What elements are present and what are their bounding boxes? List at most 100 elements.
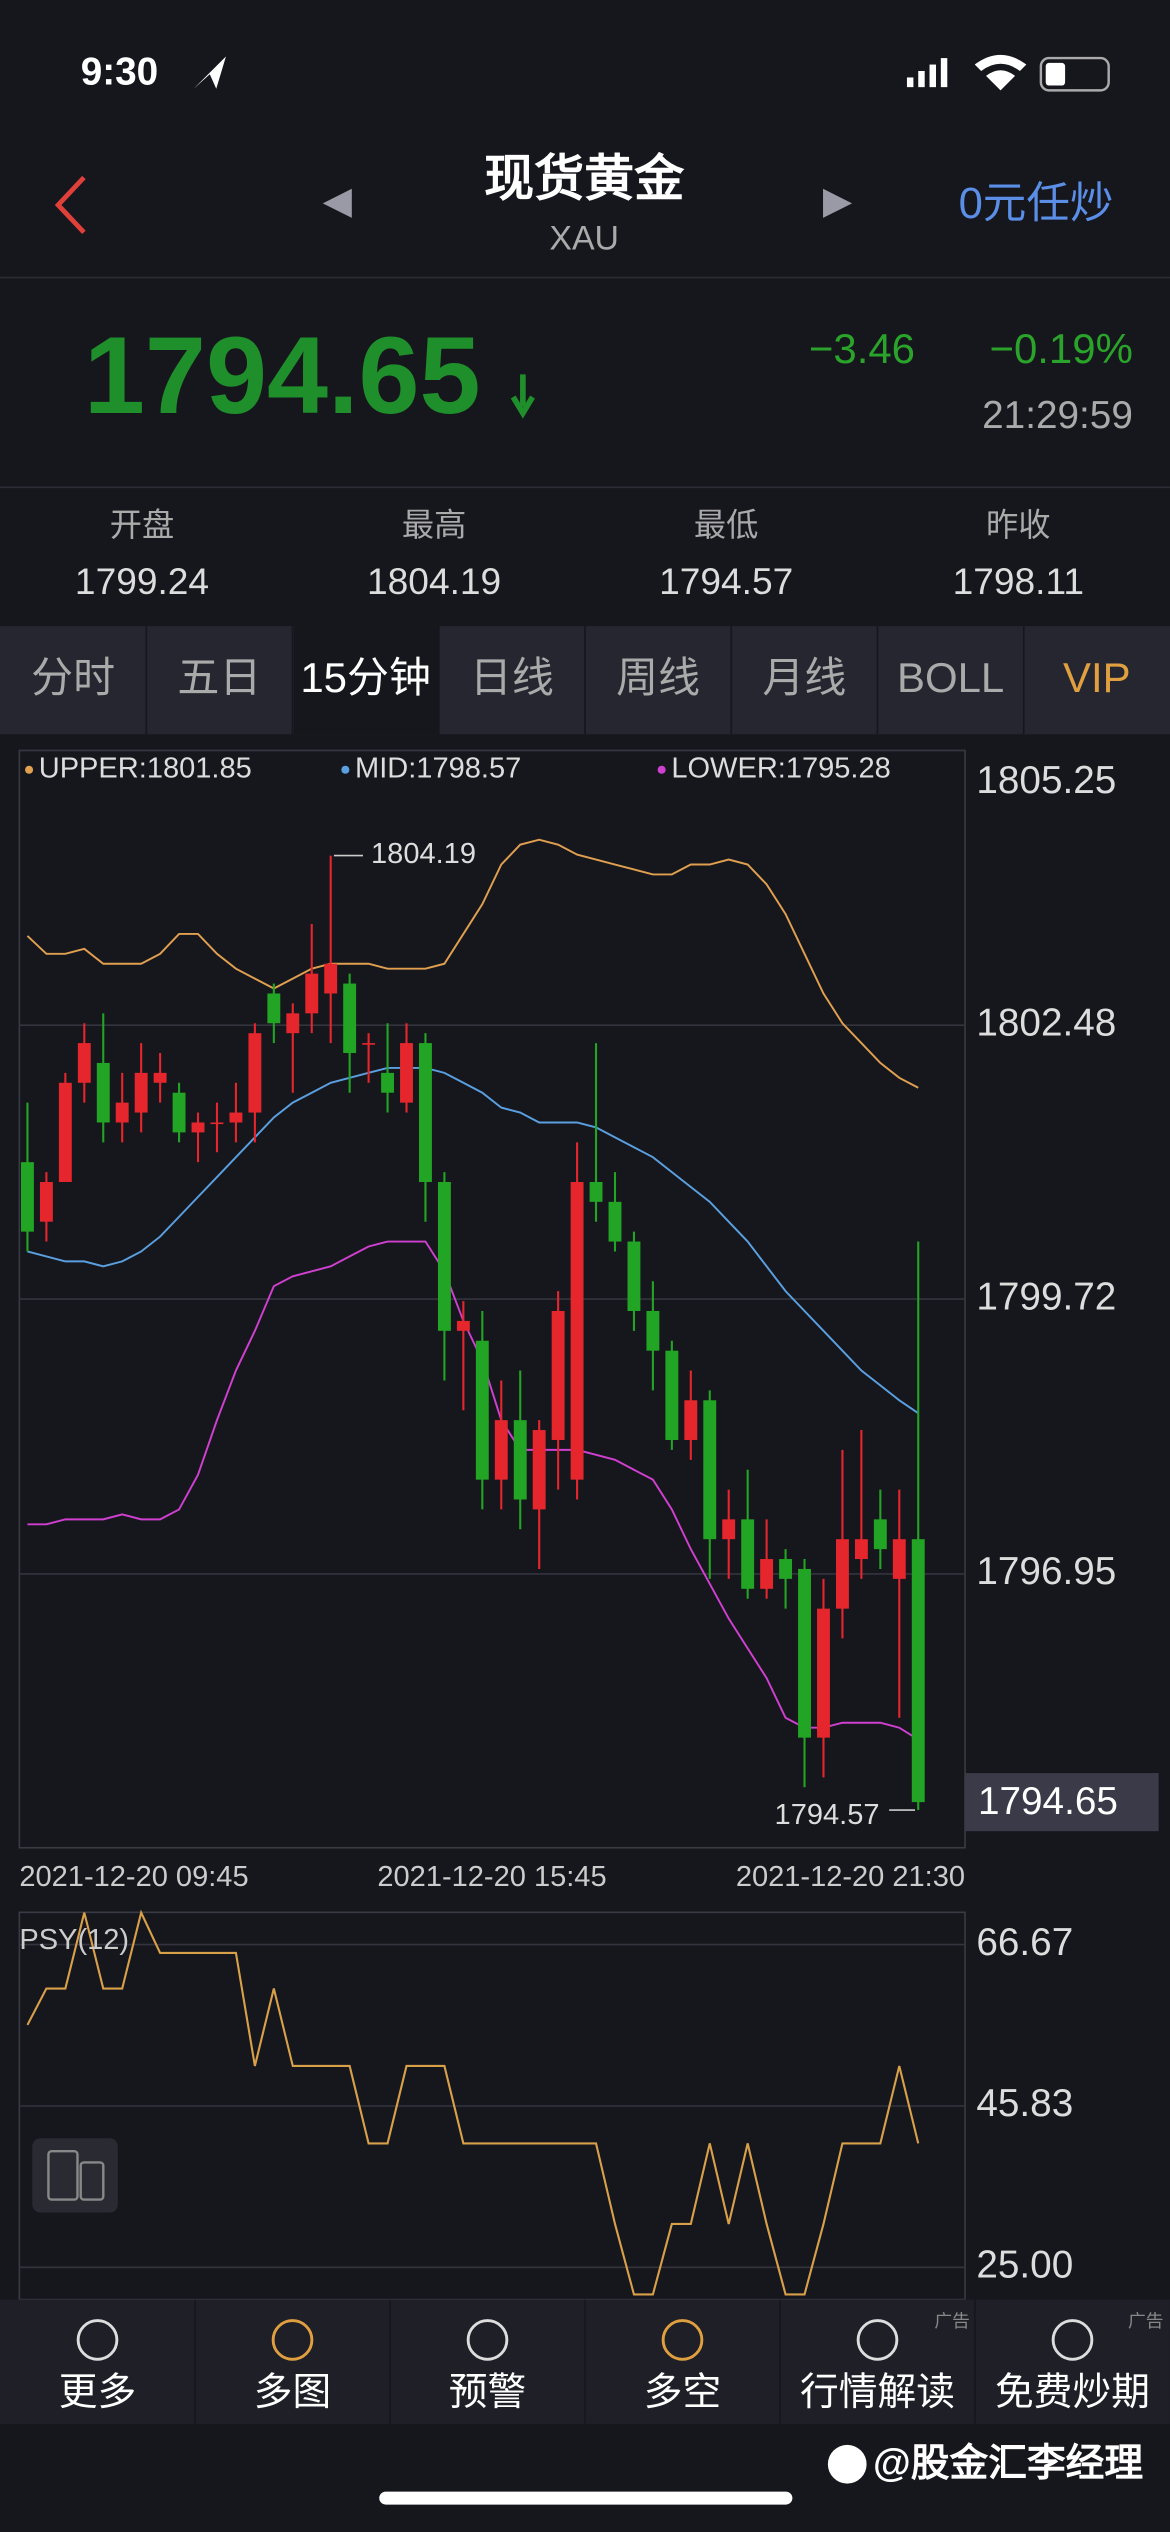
candle-body [835, 1539, 849, 1609]
stat-label: 昨收 [986, 507, 1051, 543]
candle-body [570, 1182, 584, 1480]
y-tick-label: 1796.95 [976, 1550, 1116, 1593]
stat-value: 1799.24 [75, 560, 209, 602]
candle-body [210, 1122, 224, 1125]
candle-body [343, 983, 357, 1054]
candle-body [115, 1102, 129, 1123]
candle-body [911, 1539, 925, 1803]
nav-icon [271, 2319, 314, 2361]
candle-body [854, 1539, 868, 1560]
trade-link[interactable]: 0元任炒 [959, 180, 1114, 228]
watermark-logo [827, 2444, 867, 2484]
last-price-label: 1794.65 [978, 1780, 1118, 1823]
candle-body [608, 1201, 622, 1242]
prev-button[interactable] [322, 188, 352, 218]
candle-body [20, 1162, 34, 1232]
candle-body [892, 1539, 906, 1579]
candle-body [400, 1043, 413, 1103]
nav-icon [661, 2319, 704, 2361]
tab[interactable]: 日线 [470, 654, 554, 701]
legend-entry: MID:1798.57 [355, 752, 521, 784]
candle-body [798, 1568, 811, 1738]
layout-toggle[interactable] [32, 2138, 118, 2213]
tab[interactable]: 月线 [762, 654, 846, 701]
nav-label[interactable]: 多图 [254, 2371, 331, 2414]
bollinger-line [27, 1240, 919, 1741]
tab[interactable]: VIP [1063, 654, 1131, 701]
nav-items: 更多 多图 预警 多空 行情解读 免费炒期 [59, 2299, 1150, 2424]
down-arrow [510, 374, 535, 419]
candle-body [760, 1559, 774, 1589]
stat-value: 1798.11 [953, 560, 1084, 602]
candle-body [741, 1519, 755, 1589]
candle-body [722, 1519, 736, 1540]
back-button[interactable] [54, 175, 86, 235]
nav-icon [1051, 2319, 1094, 2361]
stat-value: 1804.19 [367, 560, 501, 602]
tab[interactable]: 周线 [616, 654, 700, 701]
candle-body [267, 993, 281, 1024]
candle-body [134, 1072, 148, 1113]
candle-body [456, 1320, 470, 1331]
tab[interactable]: 五日 [177, 654, 261, 701]
wifi-icon [974, 54, 1027, 91]
candle-body [684, 1400, 698, 1440]
candle-body [419, 1043, 432, 1183]
candle-body [58, 1082, 72, 1183]
bollinger-line [26, 838, 919, 1089]
bollinger-line [27, 1066, 919, 1414]
nav-icon [76, 2319, 119, 2361]
y-tick-label: 1805.25 [976, 759, 1116, 802]
home-indicator [379, 2491, 793, 2505]
nav-icon [856, 2319, 899, 2361]
nav-label[interactable]: 更多 [59, 2371, 136, 2414]
candle-body [286, 1013, 300, 1034]
candle-body [381, 1072, 395, 1093]
quote-time: 21:29:59 [982, 394, 1133, 437]
nav-label[interactable]: 免费炒期 [995, 2371, 1150, 2414]
candle-body [551, 1310, 565, 1440]
high-label: 1804.19 [371, 838, 476, 870]
page-title: 现货黄金 [484, 151, 685, 207]
x-tick-label: 2021-12-20 15:45 [377, 1861, 606, 1893]
psy-chart: 66.67 45.83 25.00 PSY(12) [19, 1909, 1073, 2296]
nav-label[interactable]: 行情解读 [800, 2371, 955, 2414]
stats-row: 开盘 1799.24 最高 1804.19 最低 1794.57 昨收 1798.11 [75, 507, 1084, 602]
candle-body [817, 1608, 830, 1738]
nav-label[interactable]: 多空 [644, 2371, 721, 2414]
stat-label: 开盘 [110, 507, 175, 543]
legend-entry: UPPER:1801.85 [39, 752, 252, 784]
candle-body [191, 1122, 205, 1133]
nav-label[interactable]: 预警 [449, 2371, 526, 2414]
candle-body [627, 1241, 641, 1311]
last-price: 1794.65 [84, 315, 481, 437]
psy-line [26, 1909, 920, 2296]
price-change-percent: −0.19% [989, 325, 1132, 372]
last-price-tag [965, 1773, 1159, 1832]
y-tick-label: 45.83 [976, 2082, 1073, 2125]
tab[interactable]: 分时 [31, 654, 115, 701]
candle-body [362, 1043, 376, 1045]
candle-body [229, 1112, 243, 1123]
battery-icon [1039, 56, 1110, 92]
status-time: 9:30 [81, 50, 159, 93]
next-button[interactable] [823, 188, 853, 218]
legend-entry: LOWER:1795.28 [671, 752, 890, 784]
y-tick-label: 25.00 [976, 2244, 1073, 2287]
page-subtitle: XAU [549, 219, 619, 257]
candle-body [305, 973, 319, 1014]
candle-body [873, 1519, 887, 1550]
tab[interactable]: 15分钟 [300, 654, 431, 701]
nav-icon [466, 2319, 509, 2361]
legend-dot [341, 765, 350, 774]
tab[interactable]: BOLL [897, 654, 1004, 701]
stat-value: 1794.57 [659, 560, 793, 602]
candle-body [532, 1430, 546, 1510]
y-tick-label: 1799.72 [976, 1275, 1116, 1318]
candle-body [589, 1182, 603, 1202]
active-tab-background [293, 626, 439, 735]
low-label: 1794.57 [775, 1799, 880, 1831]
